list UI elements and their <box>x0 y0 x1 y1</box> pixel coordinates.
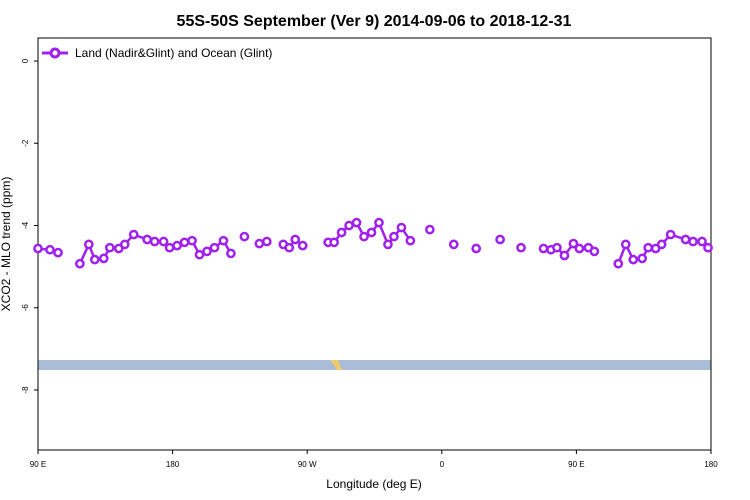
data-point <box>187 235 197 246</box>
data-point <box>104 242 115 253</box>
data-point <box>336 227 347 238</box>
data-point <box>164 242 175 253</box>
x-tick-label: 180 <box>166 460 180 469</box>
data-point <box>383 239 393 250</box>
data-point <box>45 244 55 255</box>
data-point <box>574 243 585 254</box>
legend-marker <box>49 47 61 59</box>
data-point <box>568 238 579 249</box>
data-point <box>89 254 100 265</box>
data-point <box>643 242 654 253</box>
map-strip <box>38 360 711 370</box>
data-point <box>396 222 407 233</box>
data-point <box>366 227 377 238</box>
data-point <box>628 254 639 265</box>
data-point <box>351 217 362 228</box>
data-point <box>374 217 384 228</box>
data-point <box>637 253 648 264</box>
x-tick-label: 90 E <box>30 460 46 469</box>
x-tick-label: 180 <box>704 460 718 469</box>
data-point <box>613 258 624 269</box>
data-point <box>149 236 160 247</box>
data-point <box>158 236 169 247</box>
data-point <box>172 240 182 251</box>
x-axis-label: Longitude (deg E) <box>326 477 421 491</box>
data-point <box>98 253 109 264</box>
data-point <box>620 239 631 250</box>
data-point <box>697 236 707 247</box>
data-point <box>359 231 369 242</box>
data-point <box>516 242 526 253</box>
data-point <box>329 237 339 248</box>
data-point <box>552 242 562 253</box>
data-point <box>239 231 250 242</box>
data-point <box>119 239 130 250</box>
data-point <box>538 243 549 254</box>
data-point <box>656 239 667 250</box>
x-tick-label: 90 E <box>568 460 584 469</box>
data-point <box>53 247 63 258</box>
data-point <box>297 240 308 251</box>
y-axis-label: XCO2 - MLO trend (ppm) <box>0 177 13 312</box>
data-point <box>495 234 505 245</box>
data-point <box>405 235 416 246</box>
data-point <box>202 246 212 257</box>
data-point <box>218 235 229 246</box>
y-tick-label: -4 <box>21 221 30 229</box>
data-point <box>128 229 139 240</box>
data-point <box>194 249 205 260</box>
data-point <box>209 242 220 253</box>
data-point <box>261 236 272 247</box>
data-point <box>290 234 301 245</box>
data-point <box>179 237 190 248</box>
data-point <box>344 220 354 231</box>
data-point <box>589 246 600 257</box>
data-point <box>75 258 85 269</box>
data-point <box>254 238 265 249</box>
x-tick-label: 90 W <box>298 460 317 469</box>
data-point <box>688 236 698 247</box>
y-tick-label: -8 <box>21 386 30 394</box>
data-point <box>33 243 43 254</box>
data-point <box>142 234 153 245</box>
legend-label: Land (Nadir&Glint) and Ocean (Glint) <box>75 46 272 60</box>
data-point <box>389 231 399 242</box>
y-tick-label: -2 <box>21 139 30 147</box>
data-point <box>471 243 482 254</box>
y-tick-label: -6 <box>21 304 30 312</box>
data-point <box>424 224 435 235</box>
map-land <box>330 360 343 370</box>
chart-title: 55S-50S September (Ver 9) 2014-09-06 to … <box>177 13 572 30</box>
data-point <box>559 250 570 261</box>
data-point <box>703 242 713 253</box>
data-point <box>665 229 676 240</box>
data-point <box>83 239 94 250</box>
data-point <box>284 242 295 253</box>
x-tick-label: 0 <box>440 460 445 469</box>
legend: Land (Nadir&Glint) and Ocean (Glint) <box>42 46 272 60</box>
data-point <box>448 239 459 250</box>
data-point <box>680 234 691 245</box>
data-point <box>226 248 236 259</box>
y-tick-label: 0 <box>21 58 30 63</box>
